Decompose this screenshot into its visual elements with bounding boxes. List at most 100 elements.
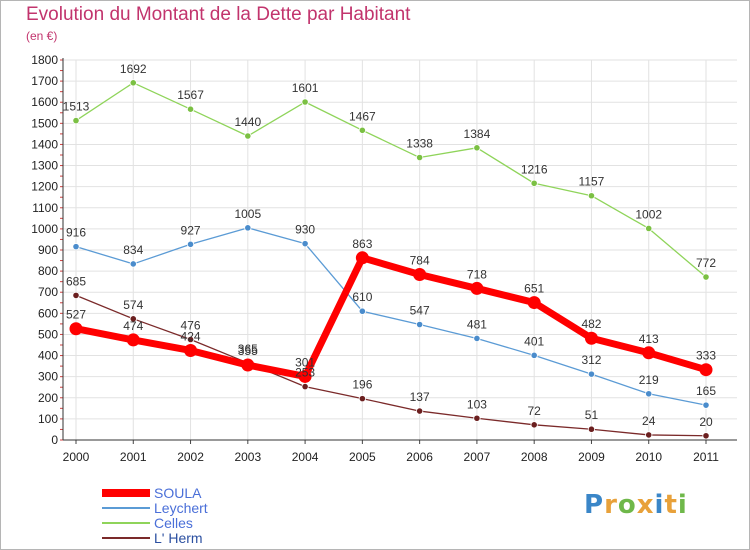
gridlines — [63, 59, 737, 441]
y-tick-label: 700 — [38, 285, 58, 299]
data-point-leychert — [358, 307, 366, 315]
data-point-celles — [301, 98, 309, 106]
data-label: 72 — [528, 404, 542, 418]
logo-letter: x — [636, 490, 655, 520]
data-label: 772 — [696, 256, 716, 270]
data-point-l-herm — [702, 432, 710, 440]
y-tick-label: 1600 — [31, 95, 58, 109]
y-tick-label: 900 — [38, 243, 58, 257]
x-tick-label: 2001 — [120, 450, 147, 464]
proxiti-logo: Proxiti — [584, 490, 688, 520]
legend-label: Celles — [154, 515, 193, 531]
data-point-l-herm — [129, 315, 137, 323]
data-label: 137 — [410, 390, 430, 404]
data-label: 685 — [66, 274, 86, 288]
data-label: 718 — [467, 267, 487, 281]
data-labels: 1513 1692 1567 1440 1601 1467 1338 1384 1216 1157… — [63, 62, 717, 429]
data-point-leychert — [186, 240, 195, 248]
data-point-soula — [126, 333, 140, 347]
data-label: 1002 — [635, 207, 662, 221]
data-point-l-herm — [72, 291, 80, 299]
data-label: 834 — [123, 243, 143, 257]
chart-subtitle: (en €) — [26, 29, 58, 43]
data-point-l-herm — [301, 382, 309, 391]
series-lines — [69, 79, 713, 440]
data-point-leychert — [702, 401, 710, 409]
data-point-celles — [702, 273, 710, 281]
data-label: 481 — [467, 317, 487, 331]
legend-label: SOULA — [154, 485, 202, 501]
x-tick-label: 2000 — [63, 450, 90, 464]
data-label: 301 — [295, 355, 315, 369]
data-point-leychert — [72, 243, 80, 251]
data-label: 547 — [410, 304, 430, 318]
data-label: 927 — [181, 223, 201, 237]
data-point-l-herm — [473, 414, 481, 422]
data-label: 474 — [123, 319, 143, 333]
data-label: 20 — [699, 415, 713, 429]
data-label: 333 — [696, 349, 716, 363]
y-tick-label: 300 — [38, 370, 58, 384]
data-point-l-herm — [416, 407, 424, 415]
data-point-celles — [587, 192, 596, 200]
x-tick-label: 2009 — [578, 450, 605, 464]
data-label: 103 — [467, 397, 487, 411]
data-label: 527 — [66, 308, 86, 322]
y-tick-label: 1700 — [31, 74, 58, 88]
y-tick-label: 1200 — [31, 180, 58, 194]
data-label: 784 — [410, 253, 430, 267]
data-label: 24 — [642, 414, 656, 428]
y-tick-label: 800 — [38, 264, 58, 278]
data-label: 1567 — [177, 88, 204, 102]
y-tick-label: 200 — [38, 391, 58, 405]
data-label: 482 — [581, 317, 601, 331]
data-label: 1216 — [521, 162, 548, 176]
data-point-leychert — [244, 224, 252, 232]
data-point-celles — [416, 153, 424, 162]
x-tick-label: 2006 — [406, 450, 433, 464]
logo-letter: P — [584, 490, 605, 520]
data-label: 401 — [524, 334, 544, 348]
data-label: 651 — [524, 282, 544, 296]
data-label: 610 — [352, 290, 372, 304]
x-tick-label: 2008 — [521, 450, 548, 464]
data-label: 219 — [639, 373, 659, 387]
data-label: 165 — [696, 384, 716, 398]
data-point-celles — [530, 179, 538, 187]
data-point-leychert — [416, 320, 424, 329]
data-label: 1338 — [406, 137, 433, 151]
data-point-leychert — [473, 334, 481, 343]
chart-title: Evolution du Montant de la Dette par Hab… — [26, 4, 411, 25]
data-label: 312 — [581, 353, 601, 367]
data-label: 930 — [295, 223, 315, 237]
data-point-celles — [186, 105, 195, 113]
data-label: 424 — [181, 329, 201, 343]
logo-letter: i — [677, 490, 688, 520]
axes: 0 100 200 300 400 500 600 700 800 900 1000 1100 1200… — [31, 53, 737, 464]
data-point-l-herm — [530, 421, 538, 429]
logo-letter: i — [654, 490, 665, 520]
data-point-soula — [298, 369, 312, 383]
series-line-l-herm — [75, 294, 707, 437]
y-tick-label: 1500 — [31, 116, 58, 130]
data-point-celles — [72, 116, 80, 125]
data-label: 863 — [352, 237, 372, 251]
x-tick-label: 2003 — [234, 450, 261, 464]
data-point-soula — [355, 251, 369, 265]
y-tick-label: 1000 — [31, 222, 58, 236]
data-point-l-herm — [587, 425, 596, 433]
data-point-soula — [69, 322, 83, 336]
x-tick-label: 2011 — [693, 450, 719, 464]
data-point-celles — [473, 144, 481, 152]
data-label: 1601 — [292, 81, 319, 95]
data-label: 1384 — [464, 127, 491, 141]
data-label: 916 — [66, 226, 86, 240]
data-point-leychert — [129, 260, 137, 268]
legend-label: L' Herm — [154, 530, 203, 546]
data-point-leychert — [587, 370, 596, 378]
data-point-celles — [244, 132, 252, 140]
x-tick-label: 2005 — [349, 450, 376, 464]
data-point-soula — [184, 343, 198, 357]
data-label: 1440 — [234, 115, 261, 129]
